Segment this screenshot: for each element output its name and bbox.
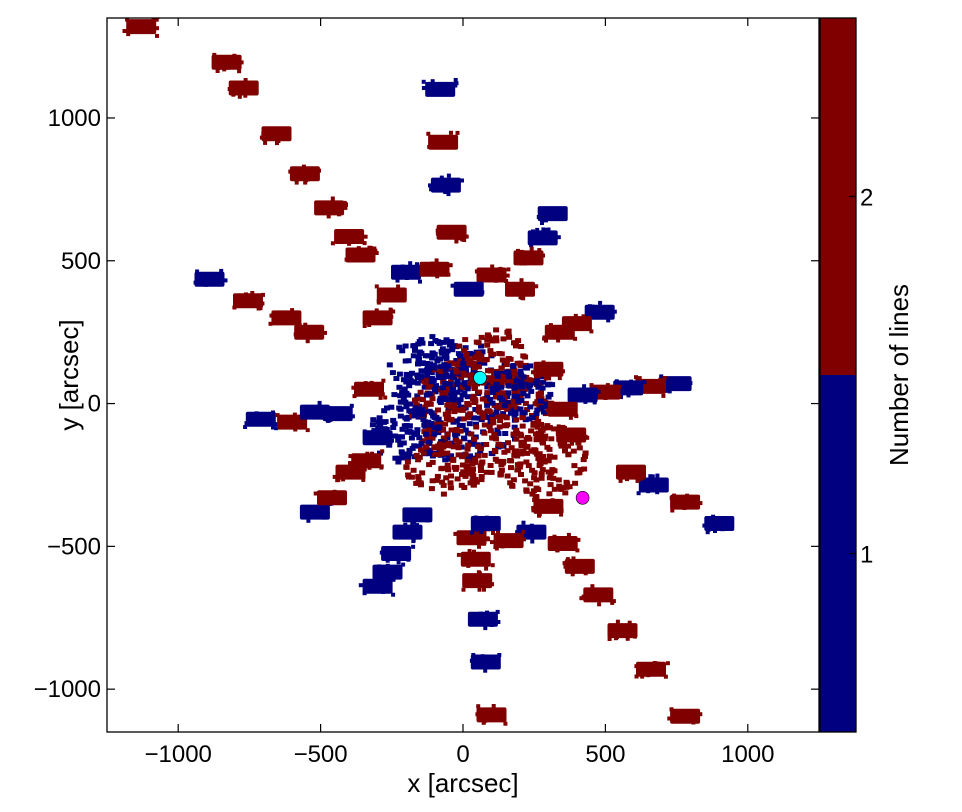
data-block bbox=[428, 173, 464, 197]
data-block bbox=[374, 284, 407, 305]
data-block bbox=[314, 196, 348, 219]
data-block bbox=[243, 410, 280, 431]
data-block bbox=[421, 78, 459, 97]
data-block bbox=[358, 575, 396, 597]
data-block bbox=[536, 206, 568, 225]
highlight-marker bbox=[575, 490, 590, 505]
y-tick-label: 1000 bbox=[48, 105, 101, 132]
data-block bbox=[456, 549, 495, 571]
data-block bbox=[193, 268, 228, 287]
data-block bbox=[268, 308, 302, 328]
x-axis: −1000 −500 0 500 1000 bbox=[144, 18, 774, 768]
data-block bbox=[545, 401, 579, 420]
data-block bbox=[542, 323, 578, 343]
data-block bbox=[419, 258, 453, 279]
x-tick-label: 1000 bbox=[721, 741, 774, 768]
data-block bbox=[584, 300, 617, 323]
data-block bbox=[616, 464, 646, 483]
data-block bbox=[634, 661, 670, 679]
y-tick-label: 0 bbox=[88, 391, 101, 418]
data-block bbox=[562, 556, 595, 577]
y-tick-label: 500 bbox=[61, 248, 101, 275]
data-block bbox=[435, 224, 469, 244]
colorbar-label: Number of lines bbox=[884, 284, 914, 466]
data-block bbox=[392, 521, 423, 544]
data-block bbox=[351, 378, 388, 400]
data-block bbox=[474, 264, 511, 283]
data-block bbox=[293, 322, 327, 344]
data-block bbox=[607, 619, 638, 641]
x-tick-label: −1000 bbox=[144, 741, 211, 768]
data-block bbox=[547, 532, 581, 553]
highlight-marker bbox=[473, 371, 487, 385]
data-block bbox=[453, 527, 491, 549]
data-block bbox=[259, 126, 292, 146]
data-block bbox=[467, 609, 501, 631]
data-block bbox=[469, 515, 501, 535]
data-block bbox=[669, 493, 703, 513]
data-block bbox=[379, 544, 416, 565]
core-patch bbox=[403, 441, 485, 497]
x-tick-label: 500 bbox=[585, 741, 625, 768]
colorbar: 12 bbox=[819, 17, 873, 733]
data-block bbox=[391, 261, 422, 284]
data-block bbox=[505, 278, 539, 301]
data-block bbox=[579, 584, 616, 607]
data-block bbox=[527, 227, 561, 248]
colorbar-tick-label: 2 bbox=[860, 185, 873, 212]
data-block bbox=[702, 514, 735, 535]
data-block bbox=[275, 412, 310, 433]
data-block bbox=[330, 229, 368, 246]
data-block bbox=[362, 427, 394, 446]
data-block bbox=[313, 489, 347, 506]
data-block bbox=[319, 403, 355, 423]
data-block bbox=[344, 245, 379, 263]
y-axis: −1000 −500 0 500 1000 bbox=[34, 105, 819, 703]
data-block bbox=[469, 653, 502, 673]
data-block bbox=[211, 52, 244, 74]
data-block bbox=[667, 707, 703, 725]
data-block bbox=[362, 307, 396, 328]
data-block bbox=[232, 291, 265, 311]
data-block bbox=[513, 246, 545, 266]
plot-points bbox=[122, 18, 735, 726]
data-block bbox=[475, 704, 508, 726]
x-tick-label: −500 bbox=[294, 741, 348, 768]
data-block bbox=[348, 449, 385, 472]
data-block bbox=[556, 424, 590, 446]
data-block bbox=[402, 507, 433, 525]
data-block bbox=[372, 562, 406, 584]
y-tick-label: −500 bbox=[47, 533, 101, 560]
data-block bbox=[288, 164, 321, 185]
data-block bbox=[227, 78, 259, 99]
data-block bbox=[461, 570, 494, 592]
y-axis-label: y [arcsec] bbox=[54, 319, 84, 430]
data-block bbox=[450, 281, 485, 297]
core-patch bbox=[497, 422, 589, 500]
x-axis-label: x [arcsec] bbox=[407, 768, 518, 798]
data-block bbox=[490, 529, 526, 551]
colorbar-frame bbox=[819, 17, 857, 733]
data-block bbox=[426, 130, 460, 150]
colorbar-tick-label: 1 bbox=[860, 542, 873, 569]
x-tick-label: 0 bbox=[456, 741, 469, 768]
data-block bbox=[531, 498, 564, 518]
y-tick-label: −1000 bbox=[34, 676, 101, 703]
data-block bbox=[531, 360, 565, 381]
